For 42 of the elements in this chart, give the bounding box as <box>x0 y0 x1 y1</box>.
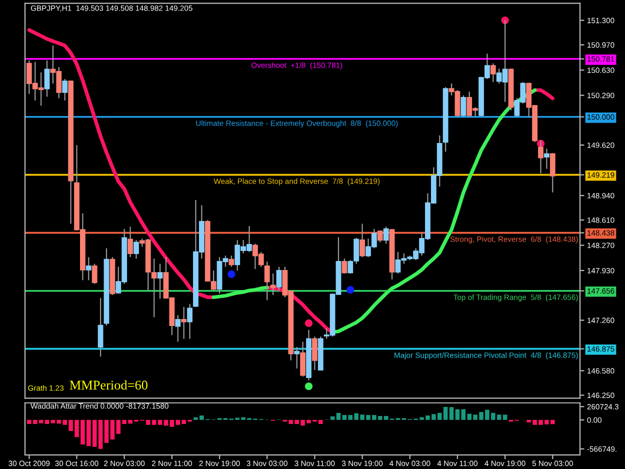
candlestick <box>128 226 133 258</box>
candlestick <box>342 258 348 274</box>
candlestick <box>98 297 104 358</box>
candlestick <box>360 223 365 258</box>
candlestick <box>300 341 306 378</box>
point <box>304 382 313 390</box>
bar <box>104 420 109 443</box>
point <box>228 270 236 278</box>
candlestick <box>538 140 544 174</box>
candlestick <box>490 62 496 83</box>
candlestick <box>62 78 68 102</box>
candlestick <box>134 240 139 260</box>
annotation: MMPeriod=60 <box>70 380 148 390</box>
bar <box>44 420 50 424</box>
candlestick <box>270 272 276 296</box>
candlestick <box>294 346 300 370</box>
candlestick <box>276 266 282 292</box>
candlestick <box>460 94 466 118</box>
bar <box>110 420 115 440</box>
bar <box>158 420 162 425</box>
candlestick <box>228 255 234 268</box>
candlestick <box>383 226 389 244</box>
bar <box>98 420 103 449</box>
candlestick <box>181 306 187 340</box>
candlestick <box>92 263 98 284</box>
candlestick <box>86 256 92 281</box>
candlestick <box>312 336 318 371</box>
candlestick <box>264 261 270 301</box>
point <box>346 286 354 294</box>
bar <box>330 416 335 420</box>
bar <box>164 420 168 426</box>
candlestick <box>175 314 181 342</box>
candlestick <box>187 303 192 340</box>
candlestick <box>544 148 550 170</box>
bar <box>502 414 508 420</box>
candlestick <box>550 152 556 193</box>
bar <box>455 409 460 420</box>
bar <box>449 407 454 420</box>
bar <box>336 412 341 420</box>
point <box>304 319 313 328</box>
candlestick <box>157 263 163 300</box>
candlestick <box>44 60 50 98</box>
